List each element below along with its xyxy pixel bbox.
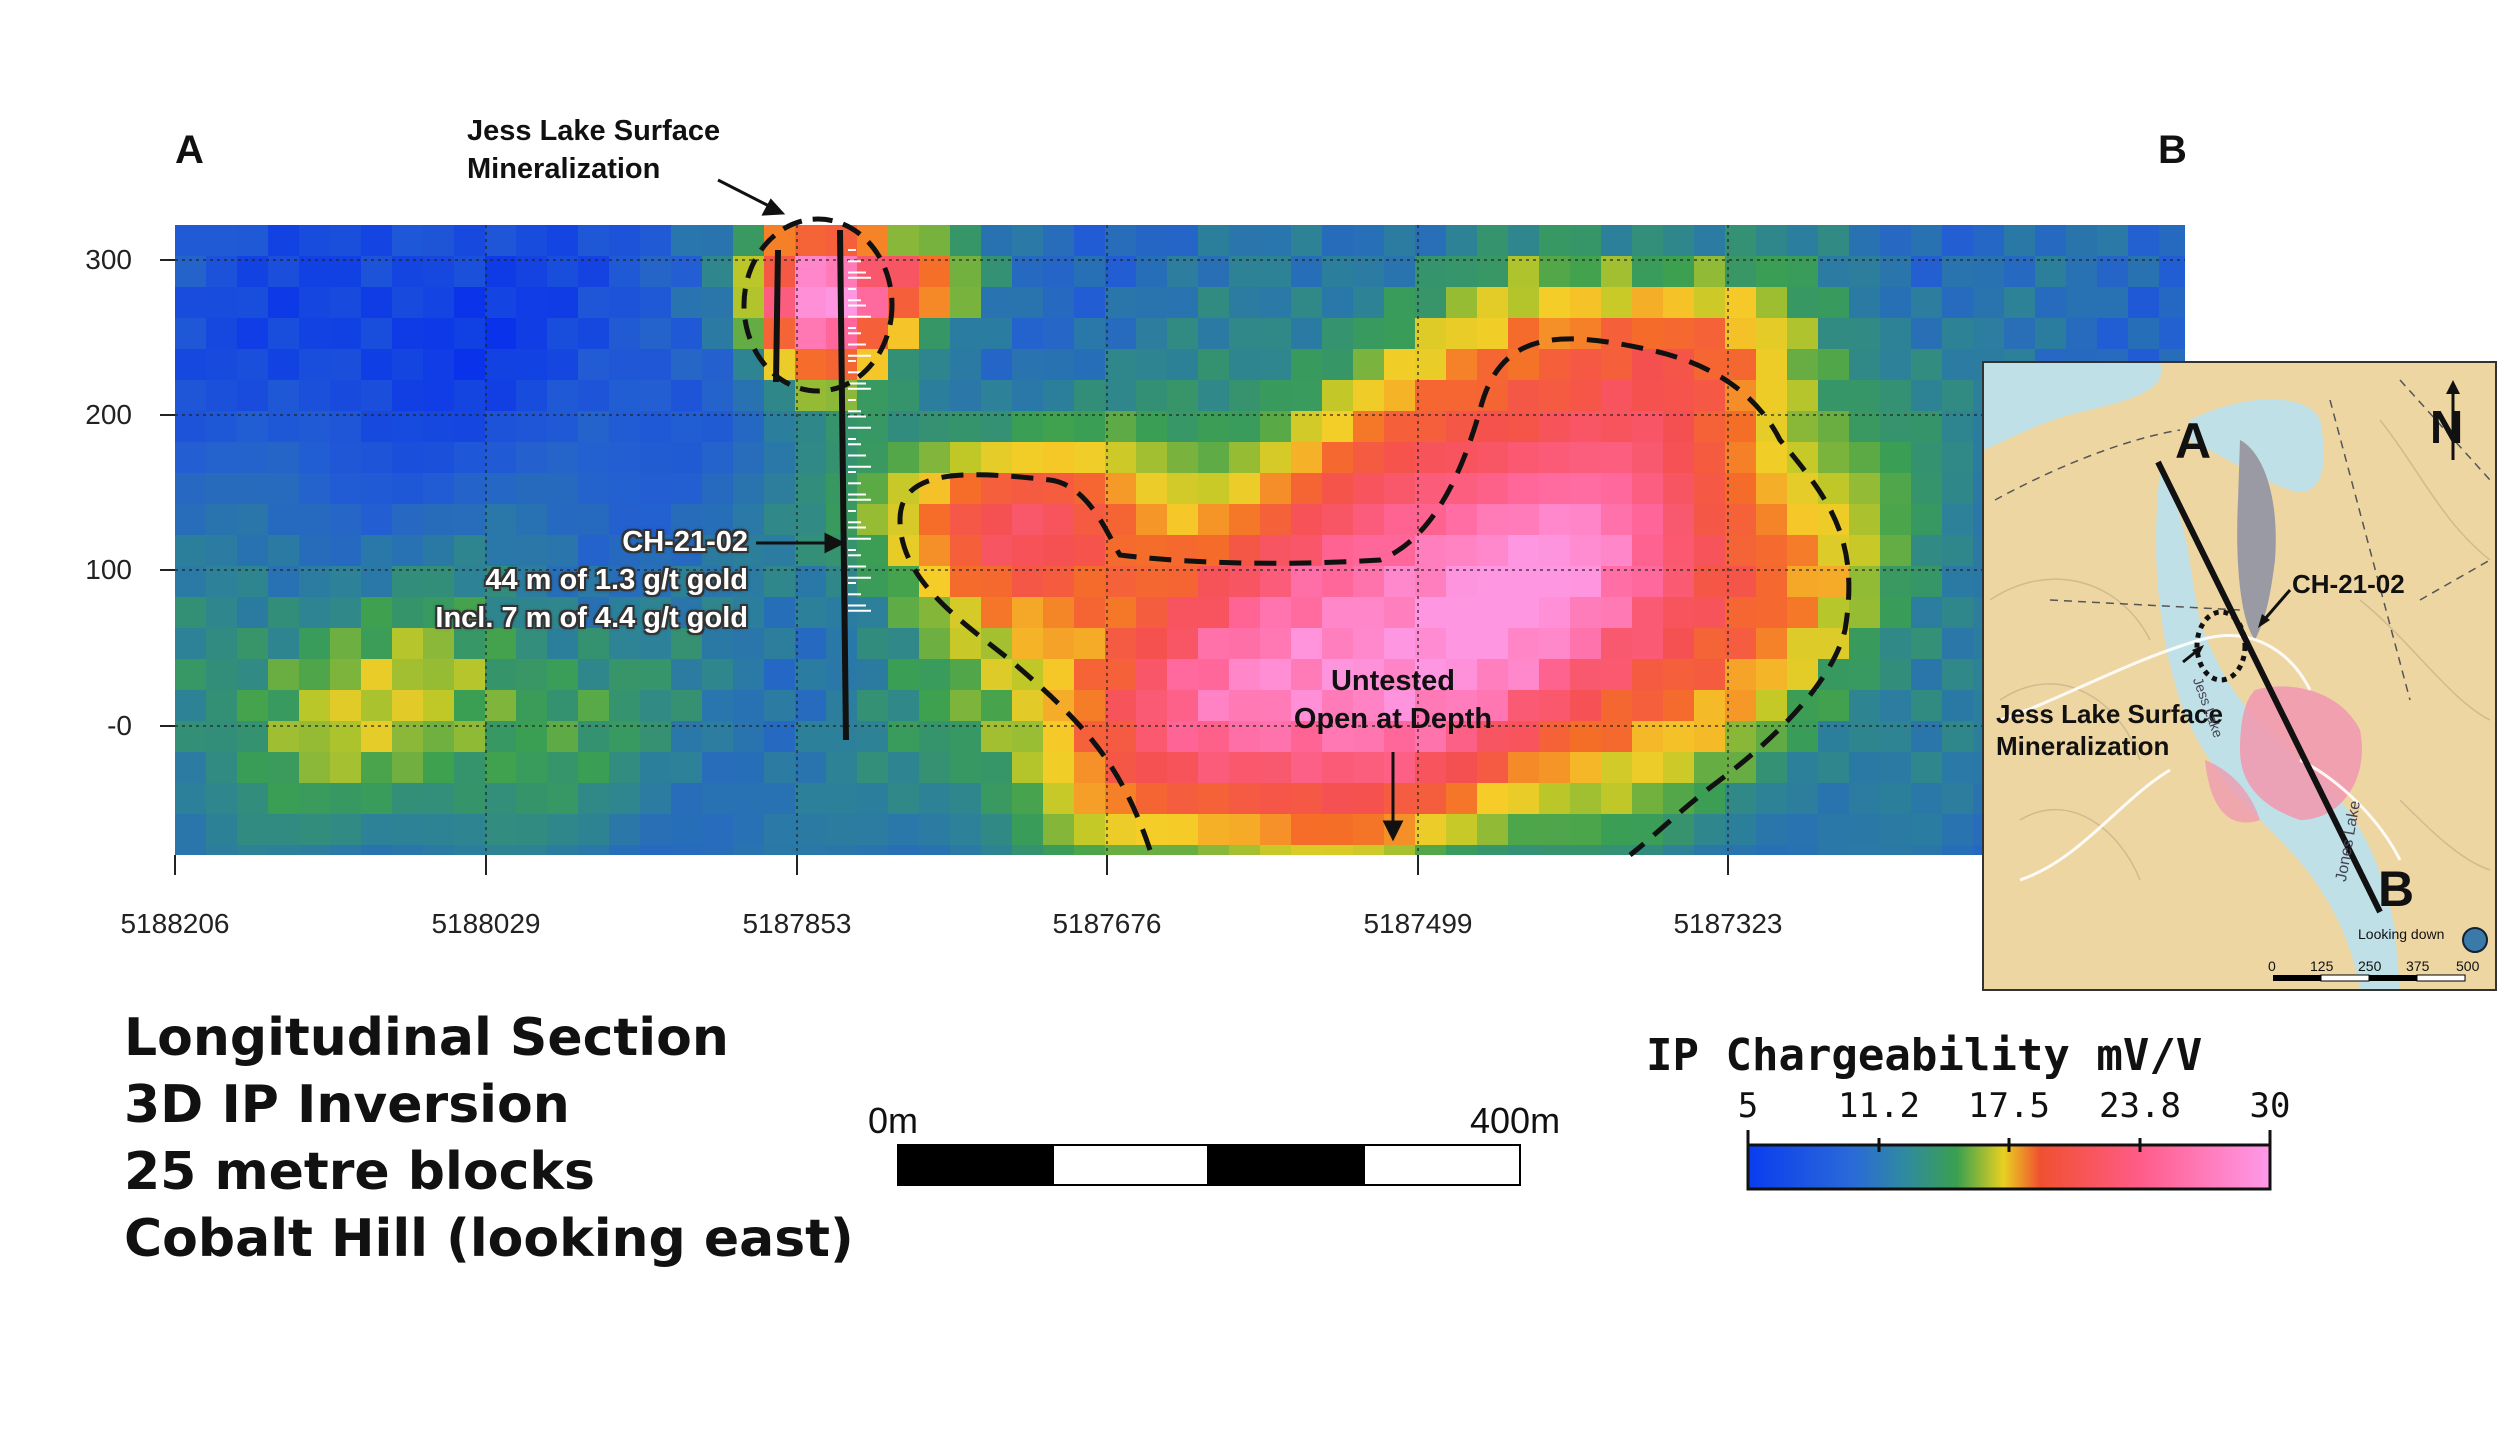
scale-bar-left-label: 0m xyxy=(868,1100,919,1141)
x-tick-1: 5188206 xyxy=(120,908,230,939)
hole-name-label: CH-21-02 xyxy=(622,526,748,558)
colorbar xyxy=(1746,1130,2272,1191)
surface-trace-line xyxy=(773,249,781,383)
inset-scale-250: 250 xyxy=(2358,958,2382,974)
title-line-2: 3D IP Inversion xyxy=(124,1075,570,1135)
section-end-b: B xyxy=(2158,128,2187,172)
inset-looking-down: Looking down xyxy=(2358,926,2445,942)
jess-lake-line1: Jess Lake Surface xyxy=(467,115,721,147)
section-end-a: A xyxy=(175,128,204,172)
y-tick-200: 200 xyxy=(85,399,132,430)
inset-section-line xyxy=(2155,460,2383,914)
drill-hole-annotation: CH-21-02 44 m of 1.3 g/t gold Incl. 7 m … xyxy=(340,523,748,637)
inset-lake-west xyxy=(1983,362,2162,450)
hole-result-line2: Incl. 7 m of 4.4 g/t gold xyxy=(435,602,748,634)
colorbar-title: IP Chargeability mV/V xyxy=(1646,1030,2203,1081)
inset-label-a: A xyxy=(2175,413,2212,469)
colorbar-tick-5: 30 xyxy=(2249,1086,2291,1126)
anomaly-dashed-outline xyxy=(897,336,1852,857)
x-tick-4: 5187676 xyxy=(1052,908,1162,939)
colorbar-tick-3: 17.5 xyxy=(1968,1086,2050,1126)
title-line-3: 25 metre blocks xyxy=(124,1142,595,1202)
x-tick-5: 5187499 xyxy=(1363,908,1473,939)
x-tick-3: 5187853 xyxy=(742,908,852,939)
inset-jess-label: Jess Lake Surface Mineralization xyxy=(1996,698,2223,762)
y-tick-100: 100 xyxy=(85,554,132,585)
colorbar-tick-2: 11.2 xyxy=(1838,1086,1920,1126)
jess-lake-annotation: Jess Lake Surface Mineralization xyxy=(467,112,720,188)
y-tick-300: 300 xyxy=(85,244,132,275)
inset-jess-line2: Mineralization xyxy=(1996,731,2170,761)
inset-jess-circle xyxy=(2194,609,2248,683)
assay-tick-marks xyxy=(848,249,871,612)
scale-bar xyxy=(897,1144,1521,1186)
view-globe-icon xyxy=(2462,927,2488,953)
untested-line2: Open at Depth xyxy=(1293,703,1493,735)
inset-label-b: B xyxy=(2378,861,2415,917)
hole-result-line1: 44 m of 1.3 g/t gold xyxy=(485,564,748,596)
inset-jess-lake xyxy=(2156,470,2400,990)
inset-jess-line1: Jess Lake Surface xyxy=(1996,699,2223,729)
drill-hole-ch-21-02 xyxy=(837,229,849,741)
inset-gray-unit xyxy=(2237,440,2276,640)
inset-lake-north xyxy=(2190,399,2324,492)
inset-location-map xyxy=(1982,361,2497,991)
x-tick-6: 5187323 xyxy=(1673,908,1783,939)
figure-title-block: Longitudinal Section 3D IP Inversion 25 … xyxy=(124,1005,854,1273)
x-tick-2: 5188029 xyxy=(431,908,541,939)
jess-lake-line2: Mineralization xyxy=(467,153,661,185)
colorbar-tick-1: 5 xyxy=(1737,1086,1759,1126)
inset-scale-0: 0 xyxy=(2268,958,2276,974)
inset-scale-375: 375 xyxy=(2406,958,2430,974)
untested-annotation: Untested Open at Depth xyxy=(1233,662,1553,738)
inset-scale-500: 500 xyxy=(2456,958,2480,974)
plot-gridlines xyxy=(175,225,2185,855)
title-line-1: Longitudinal Section xyxy=(124,1008,729,1068)
axis-ticks xyxy=(160,259,1729,875)
untested-line1: Untested xyxy=(1330,665,1456,697)
y-tick-0: -0 xyxy=(107,710,132,741)
colorbar-tick-4: 23.8 xyxy=(2099,1086,2181,1126)
inset-north-label: N xyxy=(2430,401,2464,453)
annotation-arrows xyxy=(717,178,1404,842)
inset-scale-bar xyxy=(2273,974,2466,982)
title-line-4: Cobalt Hill (looking east) xyxy=(124,1209,854,1269)
scale-bar-right-label: 400m xyxy=(1470,1100,1561,1141)
inset-scale-125: 125 xyxy=(2310,958,2334,974)
inset-hole-label: CH-21-02 xyxy=(2292,569,2405,599)
jess-lake-dashed-circle xyxy=(741,216,895,394)
